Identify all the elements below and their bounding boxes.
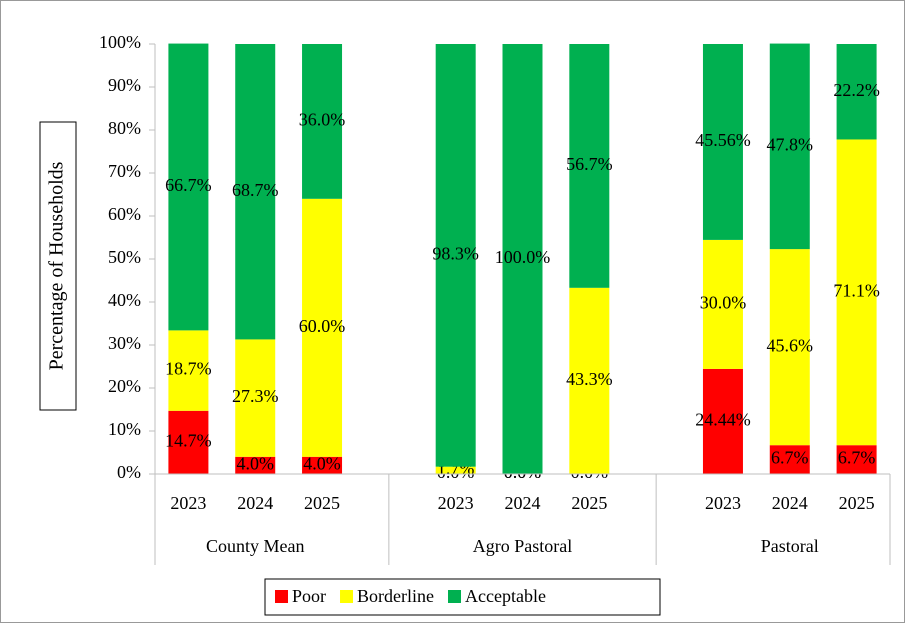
data-label: 4.0%: [303, 454, 341, 474]
legend-label: Poor: [292, 586, 326, 606]
bar-segment: [302, 456, 343, 474]
bar-segment: [702, 44, 743, 240]
data-label: 6.7%: [771, 448, 809, 468]
data-label: 71.1%: [833, 280, 880, 300]
bar-segment: [836, 139, 877, 446]
x-tick-label: 2024: [772, 493, 808, 513]
y-tick-label: 80%: [108, 118, 141, 138]
y-tick-label: 90%: [108, 75, 141, 95]
data-label: 22.2%: [833, 80, 880, 100]
bar-segment: [235, 339, 276, 457]
data-label: 100.0%: [495, 247, 551, 267]
y-tick-label: 70%: [108, 161, 141, 181]
bar-segment: [502, 44, 543, 474]
data-label: 45.6%: [767, 335, 814, 355]
x-tick-label: 2025: [571, 493, 607, 513]
bar-segment: [435, 44, 476, 467]
x-tick-label: 2023: [438, 493, 474, 513]
data-label: 45.56%: [695, 130, 751, 150]
y-tick-label: 10%: [108, 419, 141, 439]
y-axis-label: Percentage of Households: [46, 161, 68, 370]
x-tick-label: 2024: [505, 493, 541, 513]
group-label: County Mean: [206, 536, 305, 556]
legend-swatch: [275, 590, 288, 603]
bar-segment: [235, 456, 276, 474]
bar-segment: [569, 287, 610, 474]
data-label: 98.3%: [432, 243, 479, 263]
y-tick-label: 20%: [108, 376, 141, 396]
x-tick-label: 2024: [237, 493, 273, 513]
group-label: Agro Pastoral: [473, 536, 572, 556]
data-label: 30.0%: [700, 293, 747, 313]
data-label: 4.0%: [236, 454, 274, 474]
data-label: 66.7%: [165, 175, 212, 195]
x-tick-label: 2025: [304, 493, 340, 513]
data-label: 56.7%: [566, 154, 613, 174]
data-label: 6.7%: [838, 448, 876, 468]
x-tick-label: 2023: [170, 493, 206, 513]
y-tick-label: 50%: [108, 247, 141, 267]
y-tick-label: 0%: [117, 462, 141, 482]
bar-segment: [302, 44, 343, 199]
bar-segment: [569, 44, 610, 288]
bar-segment: [769, 445, 810, 474]
data-label: 24.44%: [695, 410, 751, 430]
data-label: 43.3%: [566, 369, 613, 389]
data-label: 36.0%: [299, 110, 346, 130]
data-label: 47.8%: [767, 134, 814, 154]
data-label: 14.7%: [165, 431, 212, 451]
y-tick-label: 100%: [99, 32, 141, 52]
data-label: 27.3%: [232, 386, 279, 406]
data-label: 60.0%: [299, 316, 346, 336]
x-tick-label: 2025: [839, 493, 875, 513]
y-tick-label: 30%: [108, 333, 141, 353]
y-tick-label: 40%: [108, 290, 141, 310]
bar-segment: [702, 368, 743, 474]
data-label: 18.7%: [165, 359, 212, 379]
legend-swatch: [340, 590, 354, 603]
bar-segment: [769, 43, 810, 250]
legend-label: Acceptable: [465, 586, 546, 606]
bar-segment: [435, 466, 476, 474]
bar-segment: [235, 44, 276, 340]
bar-segment: [168, 43, 209, 331]
legend-box: [264, 578, 661, 616]
data-label: 68.7%: [232, 180, 279, 200]
bar-segment: [836, 445, 877, 474]
y-axis-label-box: [39, 121, 77, 411]
x-tick-label: 2023: [705, 493, 741, 513]
y-tick-label: 60%: [108, 204, 141, 224]
bar-segment: [836, 44, 877, 140]
bar-segment: [702, 239, 743, 369]
bar-segment: [168, 410, 209, 474]
group-label: Pastoral: [761, 536, 819, 556]
bar-segment: [302, 198, 343, 457]
legend-label: Borderline: [357, 586, 434, 606]
bar-segment: [769, 249, 810, 446]
legend-swatch: [448, 590, 461, 603]
bar-segment: [168, 330, 209, 411]
